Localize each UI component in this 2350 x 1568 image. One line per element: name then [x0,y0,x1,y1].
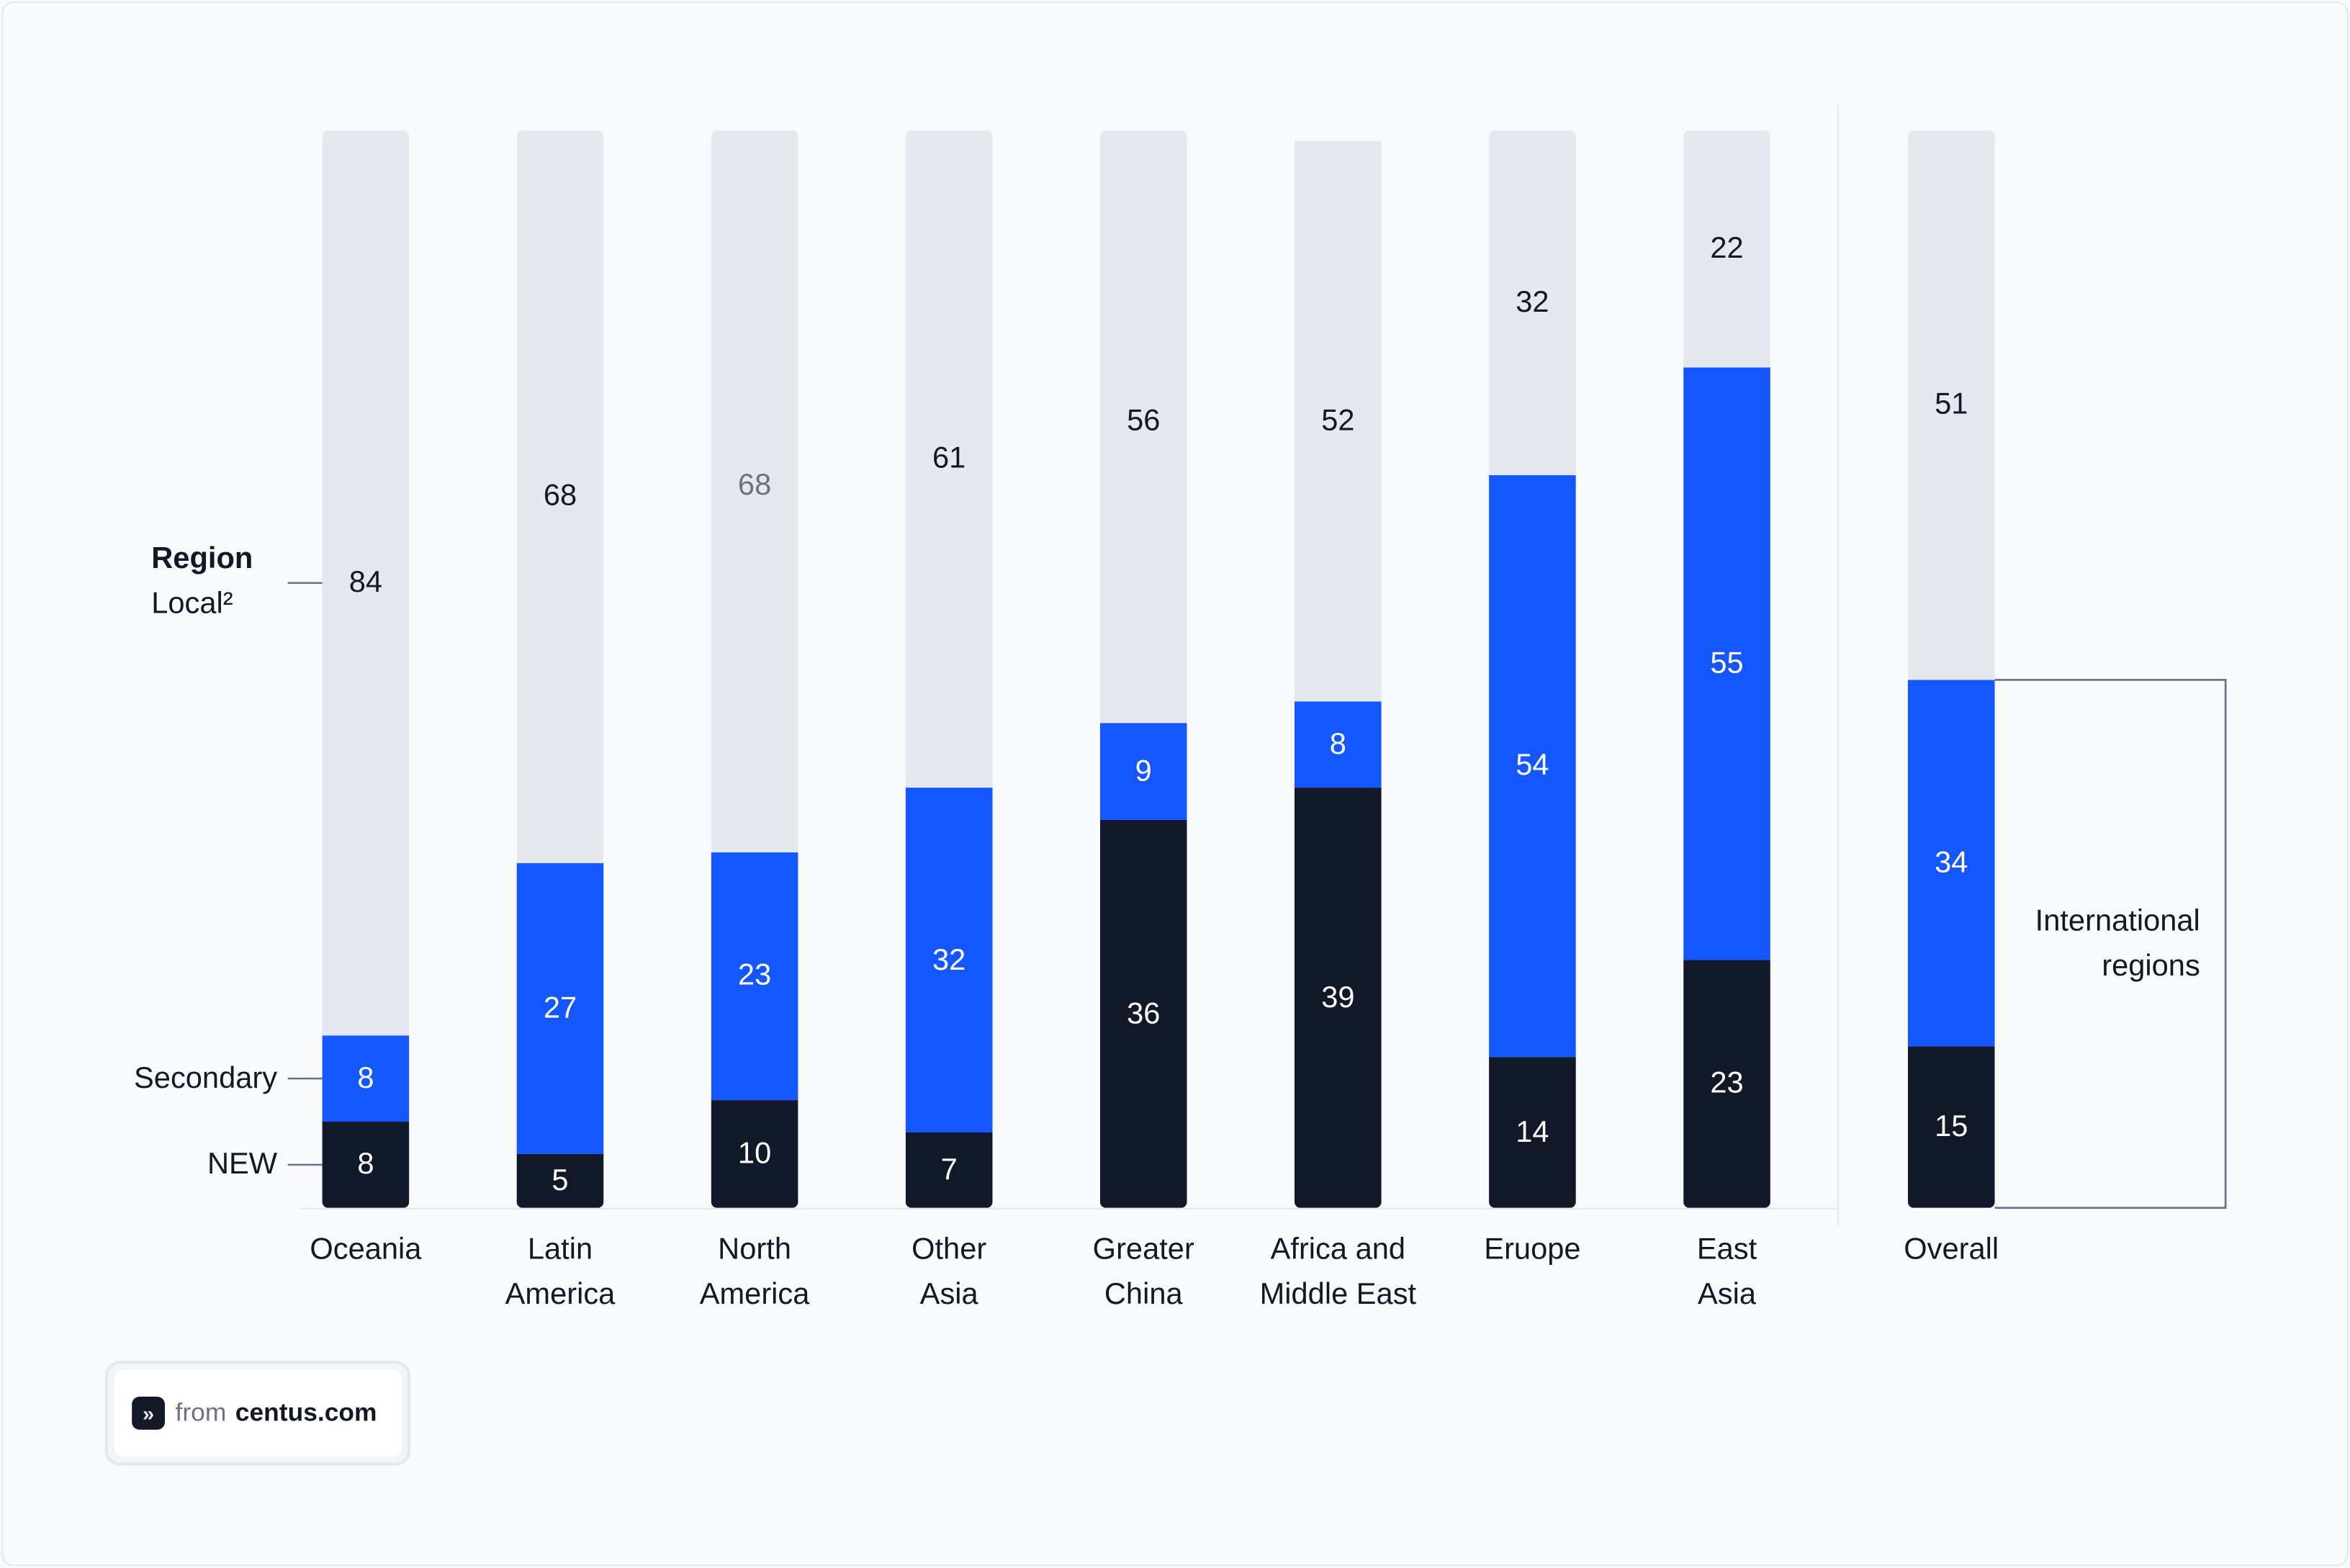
bar-segment-new [1294,788,1382,1208]
category-label-line: China [1104,1278,1183,1312]
category-label: Latin America [440,1227,680,1317]
bar-segment-secondary [1099,723,1187,820]
bar-segment-local [1099,130,1187,724]
category-label: North America [635,1227,875,1317]
category-label-line: North [718,1233,791,1266]
bar-segment-local [711,130,798,852]
category-label-line: East [1696,1233,1757,1266]
value-label: 61 [932,442,966,476]
value-label: 36 [1127,997,1161,1031]
value-label: 51 [1935,388,1968,422]
annotation-line: International [2035,905,2200,939]
category-label-line: Asia [919,1278,978,1312]
bar-segment-secondary [1489,475,1576,1058]
legend-new: NEW [207,1148,278,1181]
badge-from: from [175,1398,227,1427]
value-label: 32 [1516,286,1549,320]
value-label: 32 [932,943,966,977]
international-regions-bracket [1994,679,2227,1209]
bar-segment-secondary [905,788,993,1133]
value-label: 8 [357,1062,374,1096]
value-label: 39 [1321,981,1355,1014]
value-label: 55 [1710,647,1744,680]
bar-segment-local [516,130,604,863]
bar-segment-new [1907,1046,1995,1208]
value-label: 54 [1516,749,1549,783]
bar-segment-local [905,130,993,788]
bar-segment-secondary [1907,680,1995,1047]
category-label: Africa and Middle East [1218,1227,1458,1317]
category-label-line: Other [911,1233,987,1266]
badge-site[interactable]: centus.com [235,1398,377,1427]
value-label: 9 [1135,754,1152,788]
value-label: 68 [737,469,772,503]
value-label: 52 [1321,405,1355,438]
bar-segment-secondary [322,1035,410,1122]
category-label: Other Asia [829,1227,1069,1317]
value-label: 14 [1516,1116,1549,1149]
value-label: 34 [1935,846,1968,880]
value-label: 22 [1710,232,1744,266]
category-label-line: Greater [1092,1233,1194,1266]
value-label: 8 [1329,728,1346,762]
category-label-line: Africa and [1270,1233,1406,1266]
value-label: 5 [552,1164,569,1198]
category-label: Oceania [246,1227,485,1272]
value-label: 23 [737,960,772,993]
bar-segment-local [1294,141,1382,702]
bar-segment-local [1907,130,1995,680]
bar-segment-new [516,1153,604,1208]
bar-segment-new [711,1100,798,1208]
value-label: 8 [357,1148,374,1181]
bar-segment-local [1683,130,1770,368]
category-label: Greater China [1024,1227,1264,1317]
bar-segment-new [905,1132,993,1208]
bar-segment-new [1683,960,1770,1208]
value-label: 15 [1935,1110,1968,1144]
value-label: 23 [1710,1067,1744,1101]
bar-segment-secondary [1294,701,1382,788]
bar-segment-new [322,1122,410,1208]
annotation-international-regions: International regions [1994,899,2200,989]
value-label: 84 [348,566,383,600]
bar-segment-local [1489,130,1576,476]
bar-segment-secondary [711,852,798,1101]
bar-segment-secondary [516,862,604,1154]
bar-segment-new [1489,1057,1576,1208]
category-label-line: Overall [1904,1233,1999,1266]
legend-secondary: Secondary [134,1062,278,1096]
category-label: East Asia [1607,1227,1847,1317]
annotation-line: regions [2102,950,2200,983]
bar-segment-local [322,130,410,1036]
value-label: 27 [543,991,577,1025]
bar-segment-new [1099,819,1187,1208]
legend-title: Region [151,542,253,576]
category-label-line: America [505,1278,616,1312]
category-label-line: Middle East [1259,1278,1417,1312]
source-badge[interactable]: » from centus.com [104,1361,411,1466]
value-label: 68 [543,480,577,513]
category-label: Eruope [1413,1227,1652,1272]
category-label-line: Latin [527,1233,593,1266]
category-label-line: Eruope [1484,1233,1581,1266]
legend-local: Local² [151,587,233,621]
value-label: 7 [940,1153,958,1187]
value-label: 10 [737,1137,772,1171]
bar-segment-secondary [1683,367,1770,960]
category-label: Overall [1832,1227,2071,1272]
centus-logo-icon: » [132,1397,165,1430]
value-label: 56 [1127,405,1161,438]
category-label-line: America [699,1278,810,1312]
category-label-line: Oceania [310,1233,422,1266]
category-label-line: Asia [1698,1278,1757,1312]
